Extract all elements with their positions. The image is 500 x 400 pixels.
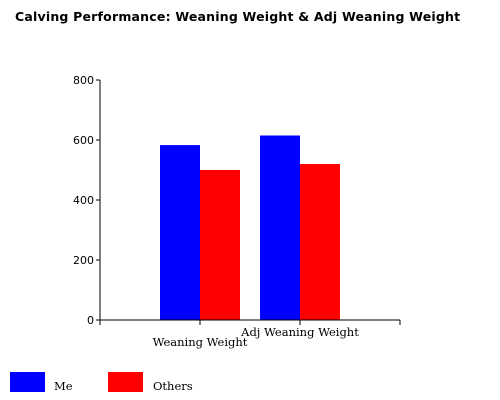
y-tick-label: 600 <box>73 134 94 147</box>
bars-layer <box>160 135 340 320</box>
legend-label-me: Me <box>54 379 73 393</box>
bar-me-0 <box>160 145 200 320</box>
legend-label-others: Others <box>153 379 193 393</box>
y-tick-label: 0 <box>87 314 94 327</box>
x-category-label: Adj Weaning Weight <box>240 325 359 339</box>
bar-others-1 <box>300 164 340 320</box>
x-category-label: Weaning Weight <box>153 335 248 349</box>
chart-title: Calving Performance: Weaning Weight & Ad… <box>15 9 461 24</box>
y-tick-label: 200 <box>73 254 94 267</box>
legend-swatch-me <box>10 372 45 392</box>
y-tick-label: 400 <box>73 194 94 207</box>
legend-swatch-others <box>108 372 143 392</box>
bar-me-1 <box>260 135 300 320</box>
y-tick-label: 800 <box>73 74 94 87</box>
axes-layer <box>96 79 401 325</box>
bar-others-0 <box>200 170 240 320</box>
